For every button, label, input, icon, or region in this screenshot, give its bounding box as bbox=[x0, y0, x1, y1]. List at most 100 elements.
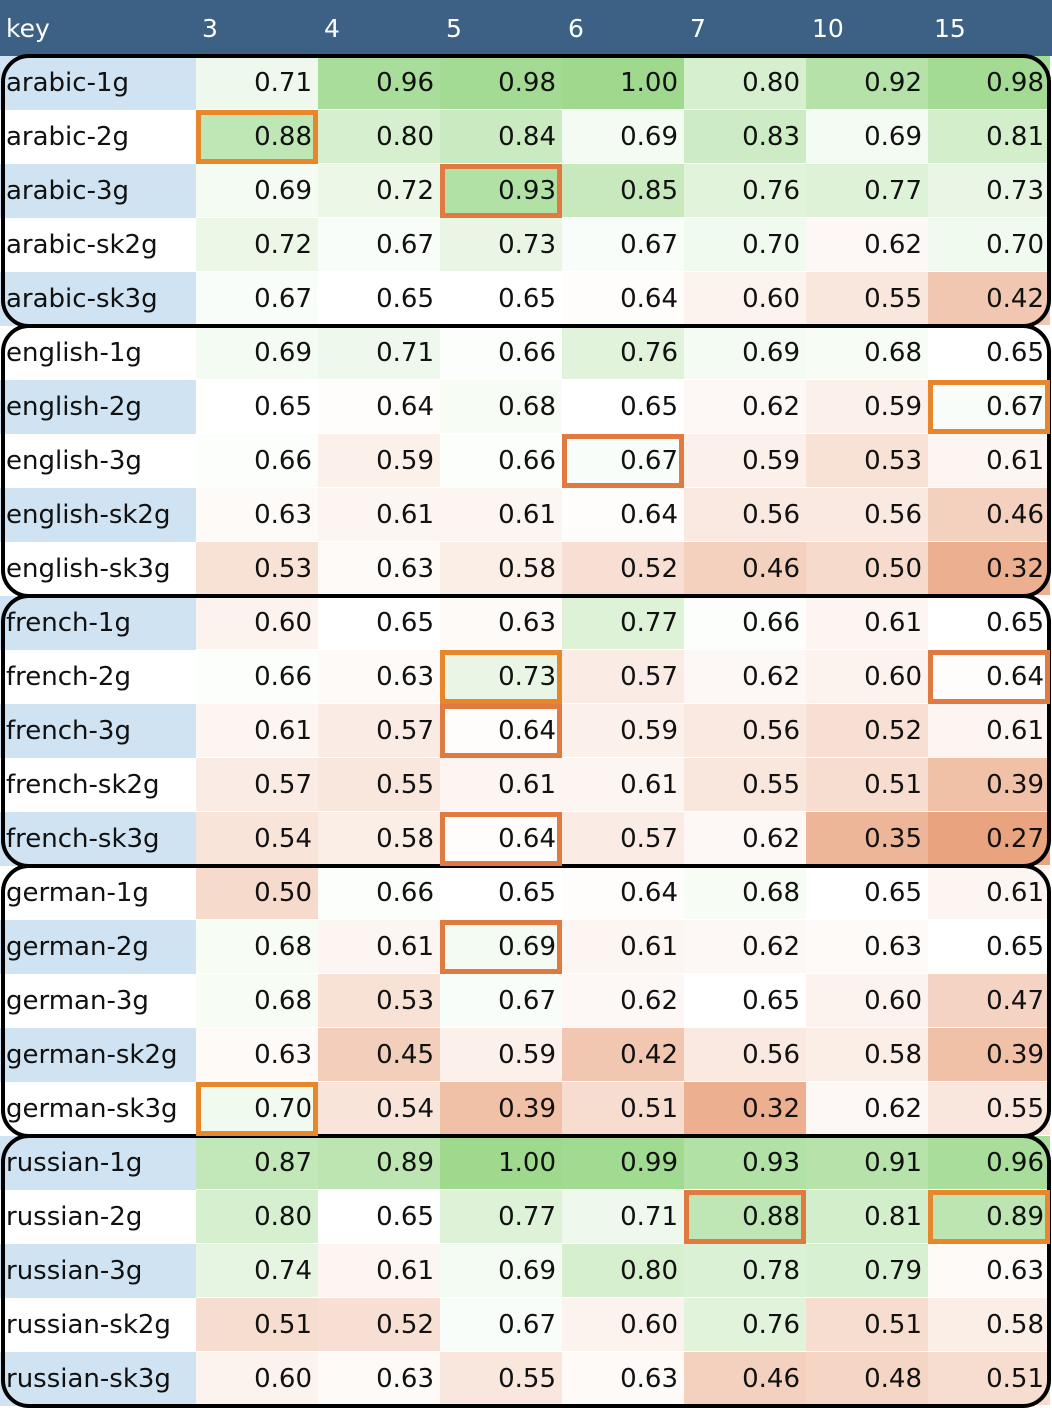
heatmap-cell: 0.56 bbox=[806, 488, 928, 542]
heatmap-cell: 0.63 bbox=[196, 1028, 318, 1082]
heatmap-cell: 0.60 bbox=[196, 1352, 318, 1406]
column-header: 10 bbox=[812, 14, 844, 43]
heatmap-cell: 0.64 bbox=[440, 704, 562, 758]
heatmap-cell: 0.69 bbox=[440, 920, 562, 974]
heatmap-cell: 0.91 bbox=[806, 1136, 928, 1190]
heatmap-cell: 0.65 bbox=[684, 974, 806, 1028]
heatmap-cell: 0.68 bbox=[684, 866, 806, 920]
heatmap-cell: 0.56 bbox=[684, 1028, 806, 1082]
row-label: russian-sk3g bbox=[0, 1352, 196, 1406]
heatmap-cell: 0.65 bbox=[928, 920, 1050, 974]
row-label: russian-3g bbox=[0, 1244, 196, 1298]
heatmap-cell: 0.51 bbox=[196, 1298, 318, 1352]
heatmap-cell: 0.71 bbox=[318, 326, 440, 380]
heatmap-cell: 0.69 bbox=[684, 326, 806, 380]
heatmap-cell: 0.65 bbox=[562, 380, 684, 434]
row-label: english-sk2g bbox=[0, 488, 196, 542]
row-label: arabic-sk2g bbox=[0, 218, 196, 272]
row-label: french-sk2g bbox=[0, 758, 196, 812]
heatmap-cell: 0.65 bbox=[440, 272, 562, 326]
heatmap-cell: 0.61 bbox=[562, 920, 684, 974]
heatmap-cell: 0.93 bbox=[440, 164, 562, 218]
heatmap-cell: 0.98 bbox=[928, 56, 1050, 110]
heatmap-cell: 0.73 bbox=[928, 164, 1050, 218]
header-bar bbox=[0, 0, 1052, 56]
heatmap-cell: 0.60 bbox=[684, 272, 806, 326]
heatmap-cell: 0.66 bbox=[440, 326, 562, 380]
row-label: english-1g bbox=[0, 326, 196, 380]
heatmap-cell: 0.77 bbox=[806, 164, 928, 218]
column-header: 15 bbox=[934, 14, 966, 43]
heatmap-cell: 0.67 bbox=[562, 434, 684, 488]
heatmap-cell: 0.61 bbox=[196, 704, 318, 758]
heatmap-cell: 0.76 bbox=[684, 1298, 806, 1352]
heatmap-cell: 0.55 bbox=[806, 272, 928, 326]
heatmap-cell: 0.35 bbox=[806, 812, 928, 866]
row-label: english-2g bbox=[0, 380, 196, 434]
heatmap-cell: 0.63 bbox=[562, 1352, 684, 1406]
heatmap-cell: 0.50 bbox=[196, 866, 318, 920]
heatmap-cell: 0.70 bbox=[196, 1082, 318, 1136]
heatmap-cell: 0.57 bbox=[562, 650, 684, 704]
heatmap-cell: 0.46 bbox=[684, 1352, 806, 1406]
row-label: french-2g bbox=[0, 650, 196, 704]
heatmap-cell: 0.52 bbox=[562, 542, 684, 596]
heatmap-cell: 0.39 bbox=[928, 758, 1050, 812]
heatmap-cell: 0.70 bbox=[684, 218, 806, 272]
heatmap-cell: 0.67 bbox=[928, 380, 1050, 434]
heatmap-cell: 0.62 bbox=[806, 1082, 928, 1136]
heatmap-cell: 0.67 bbox=[196, 272, 318, 326]
heatmap-cell: 0.52 bbox=[806, 704, 928, 758]
heatmap-cell: 0.66 bbox=[440, 434, 562, 488]
heatmap-cell: 0.61 bbox=[318, 920, 440, 974]
heatmap-cell: 0.69 bbox=[196, 326, 318, 380]
heatmap-cell: 0.55 bbox=[318, 758, 440, 812]
heatmap-cell: 0.65 bbox=[318, 1190, 440, 1244]
heatmap-cell: 0.61 bbox=[806, 596, 928, 650]
heatmap-cell: 0.46 bbox=[928, 488, 1050, 542]
heatmap-cell: 0.42 bbox=[928, 272, 1050, 326]
row-label: arabic-1g bbox=[0, 56, 196, 110]
row-label: english-3g bbox=[0, 434, 196, 488]
heatmap-cell: 0.59 bbox=[806, 380, 928, 434]
heatmap-cell: 0.61 bbox=[440, 758, 562, 812]
heatmap-cell: 0.79 bbox=[806, 1244, 928, 1298]
heatmap-cell: 0.57 bbox=[196, 758, 318, 812]
heatmap-cell: 0.89 bbox=[318, 1136, 440, 1190]
heatmap-cell: 0.83 bbox=[684, 110, 806, 164]
heatmap-cell: 0.87 bbox=[196, 1136, 318, 1190]
heatmap-cell: 0.58 bbox=[928, 1298, 1050, 1352]
heatmap-cell: 0.81 bbox=[928, 110, 1050, 164]
row-label: french-3g bbox=[0, 704, 196, 758]
heatmap-cell: 0.54 bbox=[196, 812, 318, 866]
heatmap-cell: 0.58 bbox=[318, 812, 440, 866]
row-label: english-sk3g bbox=[0, 542, 196, 596]
column-header: 5 bbox=[446, 14, 462, 43]
heatmap-cell: 0.57 bbox=[318, 704, 440, 758]
heatmap-cell: 0.60 bbox=[562, 1298, 684, 1352]
heatmap-cell: 0.62 bbox=[684, 812, 806, 866]
heatmap-cell: 0.96 bbox=[928, 1136, 1050, 1190]
heatmap-cell: 0.63 bbox=[318, 542, 440, 596]
heatmap-cell: 0.63 bbox=[318, 650, 440, 704]
heatmap-cell: 0.62 bbox=[806, 218, 928, 272]
heatmap-cell: 0.63 bbox=[196, 488, 318, 542]
heatmap-cell: 0.59 bbox=[440, 1028, 562, 1082]
row-label: french-1g bbox=[0, 596, 196, 650]
heatmap-cell: 0.62 bbox=[684, 650, 806, 704]
heatmap-cell: 0.71 bbox=[562, 1190, 684, 1244]
heatmap-cell: 0.60 bbox=[806, 974, 928, 1028]
heatmap-cell: 0.53 bbox=[806, 434, 928, 488]
heatmap-cell: 0.63 bbox=[806, 920, 928, 974]
heatmap-cell: 0.32 bbox=[928, 542, 1050, 596]
heatmap-cell: 0.27 bbox=[928, 812, 1050, 866]
heatmap-cell: 0.61 bbox=[928, 866, 1050, 920]
heatmap-cell: 0.80 bbox=[196, 1190, 318, 1244]
heatmap-cell: 0.62 bbox=[562, 974, 684, 1028]
column-header: 6 bbox=[568, 14, 584, 43]
heatmap-cell: 0.88 bbox=[684, 1190, 806, 1244]
heatmap-cell: 0.51 bbox=[928, 1352, 1050, 1406]
heatmap-cell: 0.73 bbox=[440, 650, 562, 704]
heatmap-cell: 0.54 bbox=[318, 1082, 440, 1136]
